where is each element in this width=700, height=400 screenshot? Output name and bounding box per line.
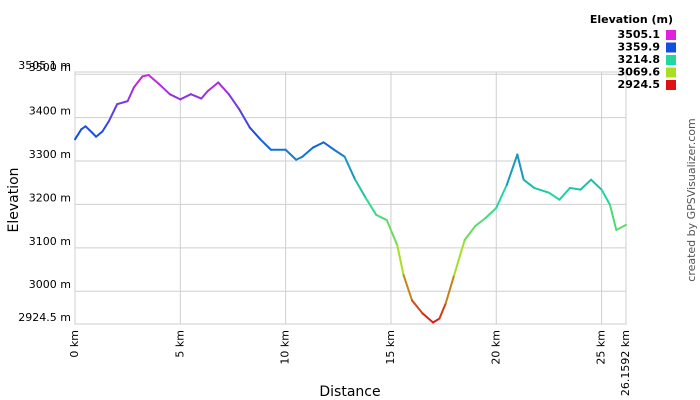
line-segment [333,148,346,158]
y-tick-label: 3100 m [29,235,71,248]
line-segment [609,203,618,232]
line-segment [364,196,378,216]
plot-area [74,71,627,325]
line-segment [141,74,150,78]
legend-label: 3359.9 [618,41,660,54]
line-segment [474,216,487,228]
line-segment [533,186,550,194]
line-segment [158,83,171,96]
line-segment [200,90,209,100]
y-axis-title: Elevation [6,167,22,232]
x-tick-label: 15 km [384,330,397,365]
line-segment [615,223,627,232]
line-segment [259,138,272,151]
legend-label: 3069.6 [618,66,661,79]
line-segment [147,74,161,86]
line-segment [312,141,325,149]
line-segment [385,219,399,247]
y-tick-label: 2924.5 m [18,311,71,324]
line-segment [438,302,447,320]
y-tick-label: 3505.1 m [18,59,71,72]
line-segment [107,103,119,123]
line-segment [590,178,603,191]
line-segment [74,128,83,141]
line-segment [284,148,298,161]
x-tick-label: 25 km [595,330,608,365]
y-tick-label: 3000 m [29,278,71,291]
line-segment [116,100,129,106]
line-segment [402,274,414,302]
line-segment [396,244,405,277]
x-tick-label: 10 km [279,330,292,365]
legend-swatch [666,30,676,40]
line-segment [301,146,315,158]
legend-swatch [666,67,676,78]
line-segment [206,81,220,93]
line-segment [522,178,536,189]
line-segment [295,155,304,161]
line-segment [90,131,98,138]
line-segment [463,225,477,242]
line-segment [411,299,424,315]
line-segment [558,186,571,201]
x-axis-title: Distance [319,384,380,400]
line-segment [505,153,519,186]
line-segment [84,125,93,134]
legend-swatch [666,55,676,65]
line-segment [421,312,435,324]
line-segment [354,178,367,199]
line-segment [179,93,192,101]
line-segment [95,130,104,138]
line-segment [568,186,582,191]
line-segment [126,86,135,103]
line-segment [132,75,144,89]
line-segment [248,126,262,141]
legend-title: Elevation (m) [590,13,673,26]
line-segment [600,188,612,206]
x-tick-label: 0 km [68,330,81,358]
y-tick-label: 3400 m [29,105,71,118]
line-segment [189,93,203,100]
y-tick-label: 3500 m [29,61,71,74]
legend-swatch [666,80,676,90]
line-segment [375,213,388,222]
line-segment [322,141,336,151]
line-segment [238,108,251,129]
line-segment [495,183,508,209]
line-segment [227,93,241,111]
credit: created by GPSVisualizer.com [685,118,698,281]
x-tick-label: 5 km [173,330,186,358]
line-segment [432,317,441,324]
y-tick-label: 3200 m [29,191,71,204]
line-segment [453,239,466,277]
legend-swatch [666,42,676,53]
x-tick-label: 20 km [489,330,502,365]
line-segment [168,93,182,101]
line-segment [343,155,357,181]
line-segment [484,206,498,219]
legend-label: 3214.8 [618,53,660,66]
y-tick-label: 3300 m [29,148,71,161]
line-segment [101,120,110,133]
legend-label: 2924.5 [618,78,660,91]
line-segment [217,81,230,96]
line-segment [444,274,456,305]
line-segment [547,191,561,201]
line-segment [516,153,525,181]
x-tick-label: 26.1592 km [619,330,632,396]
legend-label: 3505.1 [618,28,660,41]
line-segment [579,178,593,191]
